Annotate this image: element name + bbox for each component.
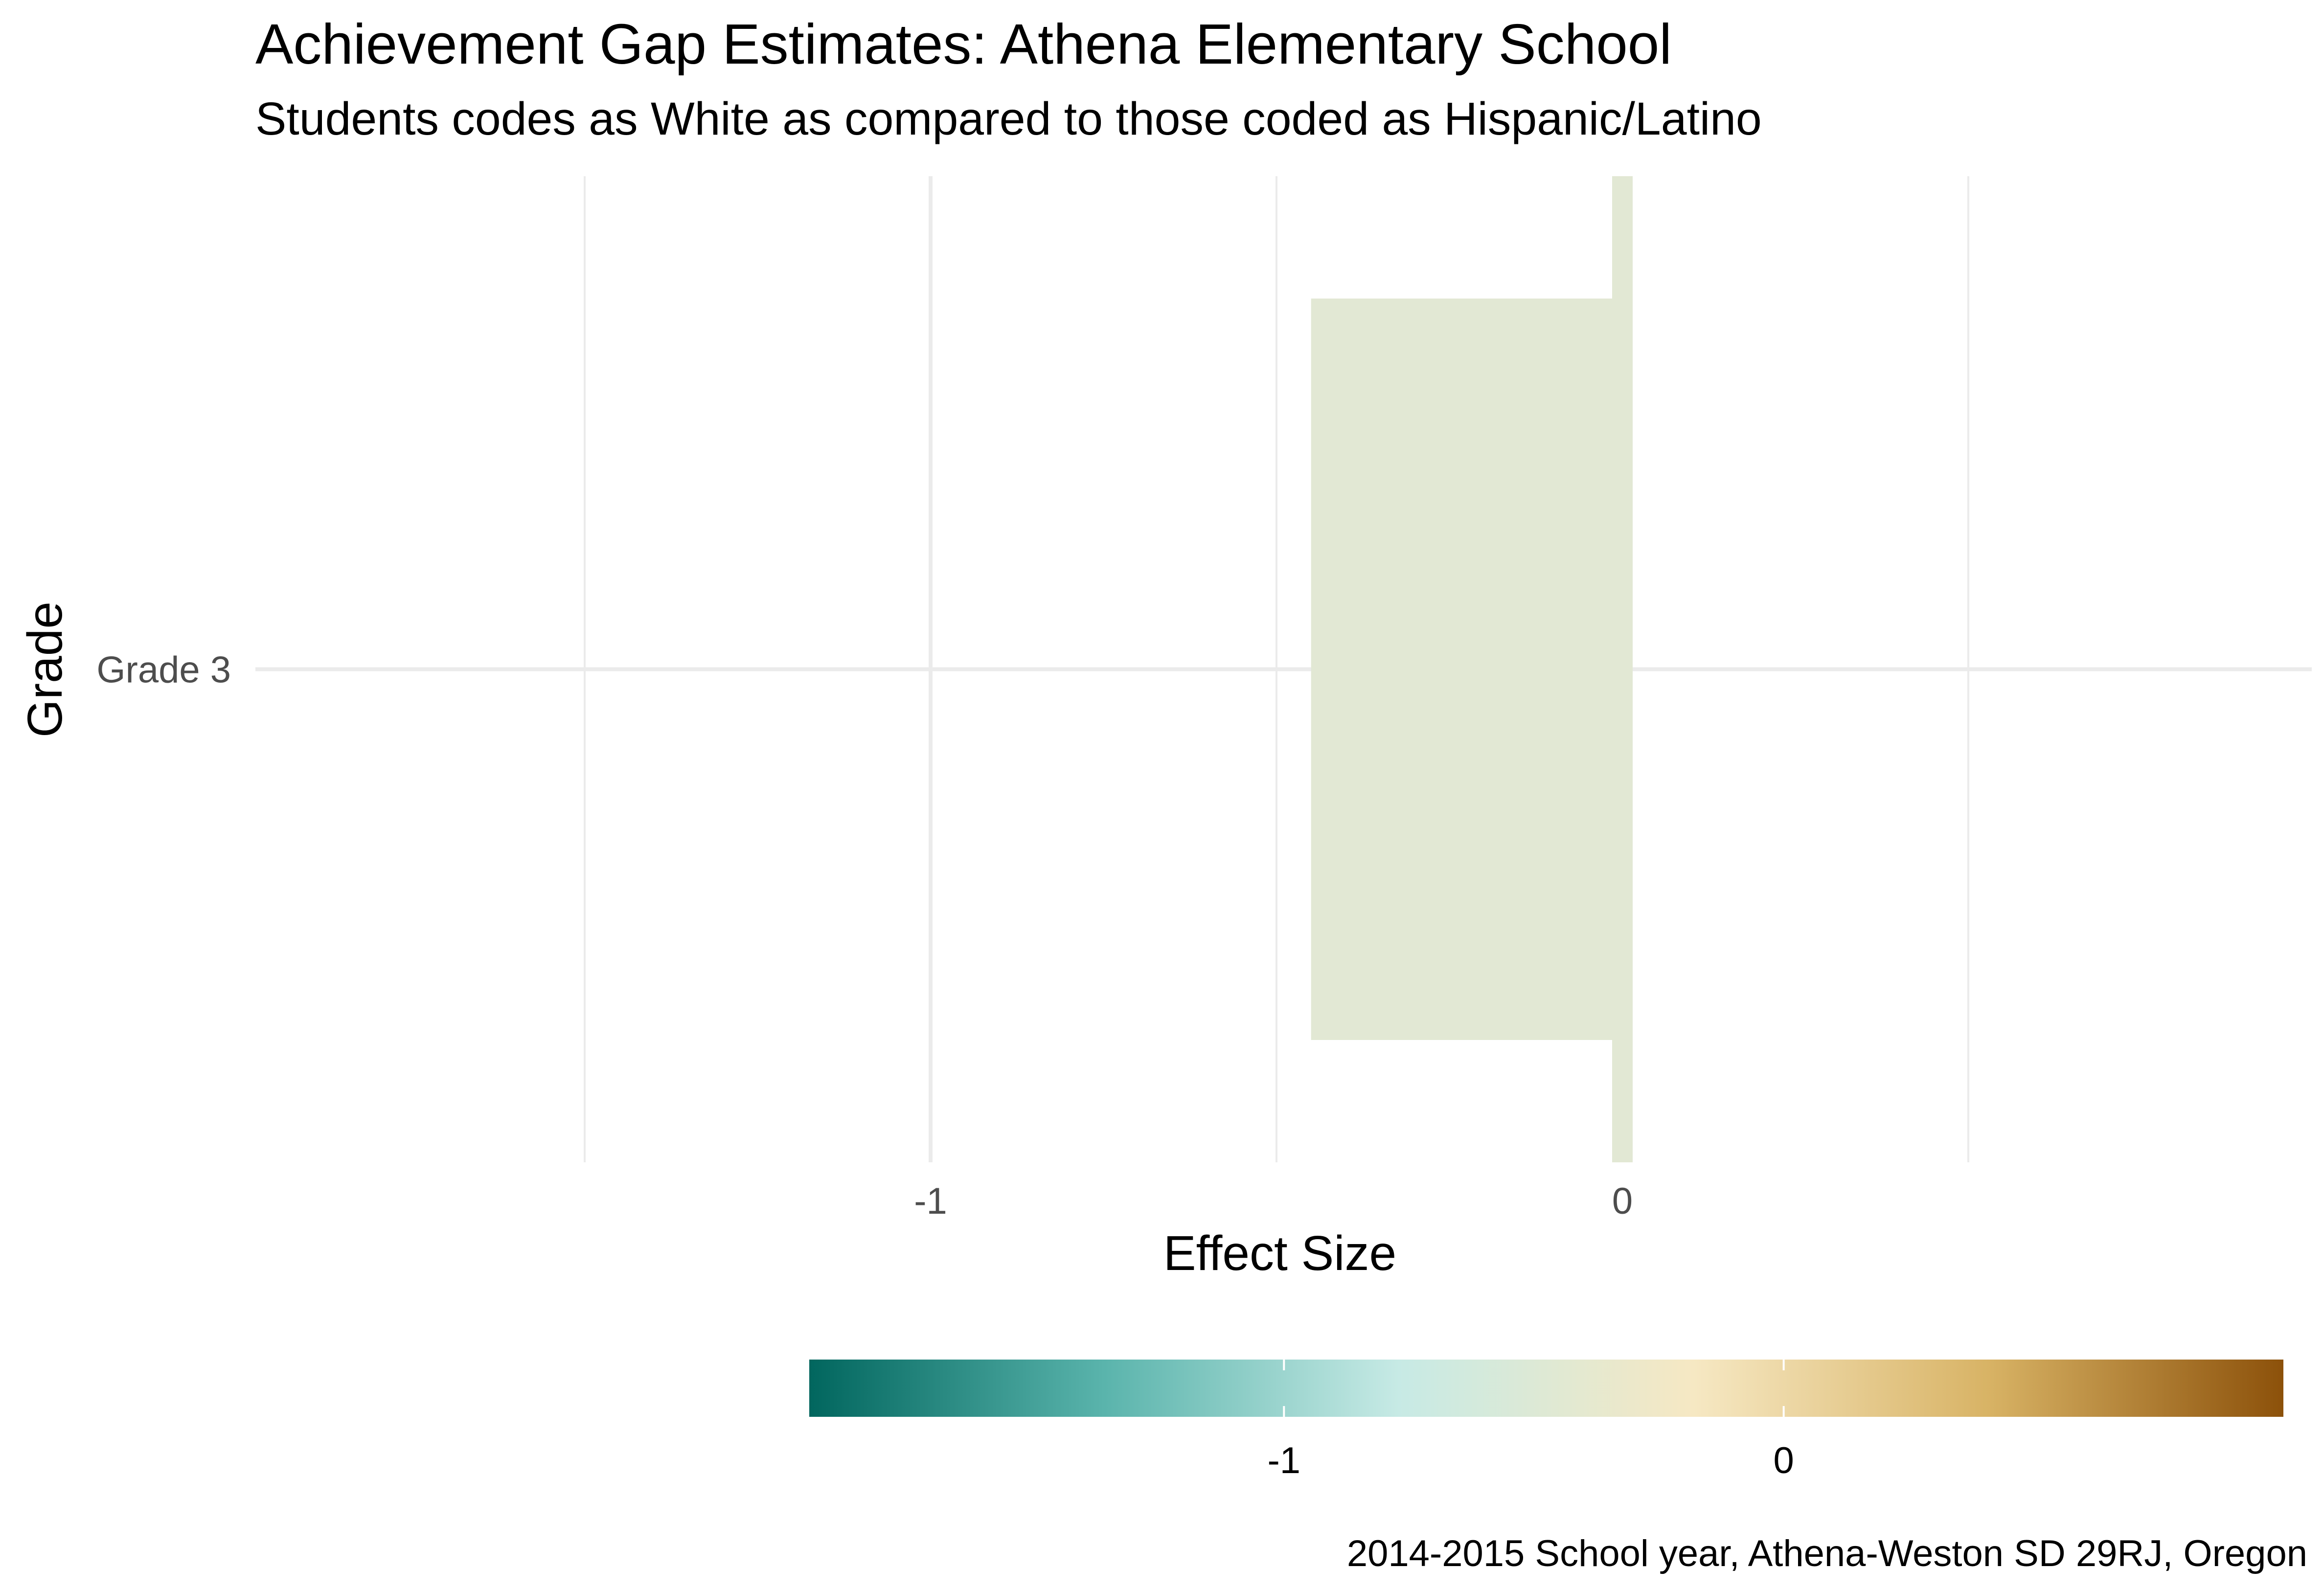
chart-caption: 2014-2015 School year, Athena-Weston SD …	[1347, 1533, 2307, 1574]
x-axis-label: Effect Size	[1163, 1226, 1396, 1281]
chart-subtitle: Students codes as White as compared to t…	[255, 93, 1762, 145]
x-tick-label-1: 0	[1612, 1180, 1633, 1222]
gridlines	[255, 176, 2312, 1162]
x-axis-ticks: -1 0	[914, 1180, 1633, 1222]
y-axis-ticks: Grade 3	[96, 649, 231, 691]
y-tick-label-0: Grade 3	[96, 649, 231, 691]
bars	[1311, 176, 1633, 1162]
legend-tick-label-1: 0	[1774, 1440, 1794, 1481]
legend-colorbar	[809, 1360, 2283, 1417]
bar-0	[1311, 299, 1622, 1040]
legend-tick-label-0: -1	[1267, 1440, 1300, 1481]
bar-interval-0	[1612, 176, 1633, 1162]
chart-title: Achievement Gap Estimates: Athena Elemen…	[255, 12, 1672, 76]
x-tick-label-0: -1	[914, 1180, 947, 1222]
y-axis-label: Grade	[18, 601, 72, 738]
legend-ticks: -1 0	[1267, 1360, 1794, 1481]
